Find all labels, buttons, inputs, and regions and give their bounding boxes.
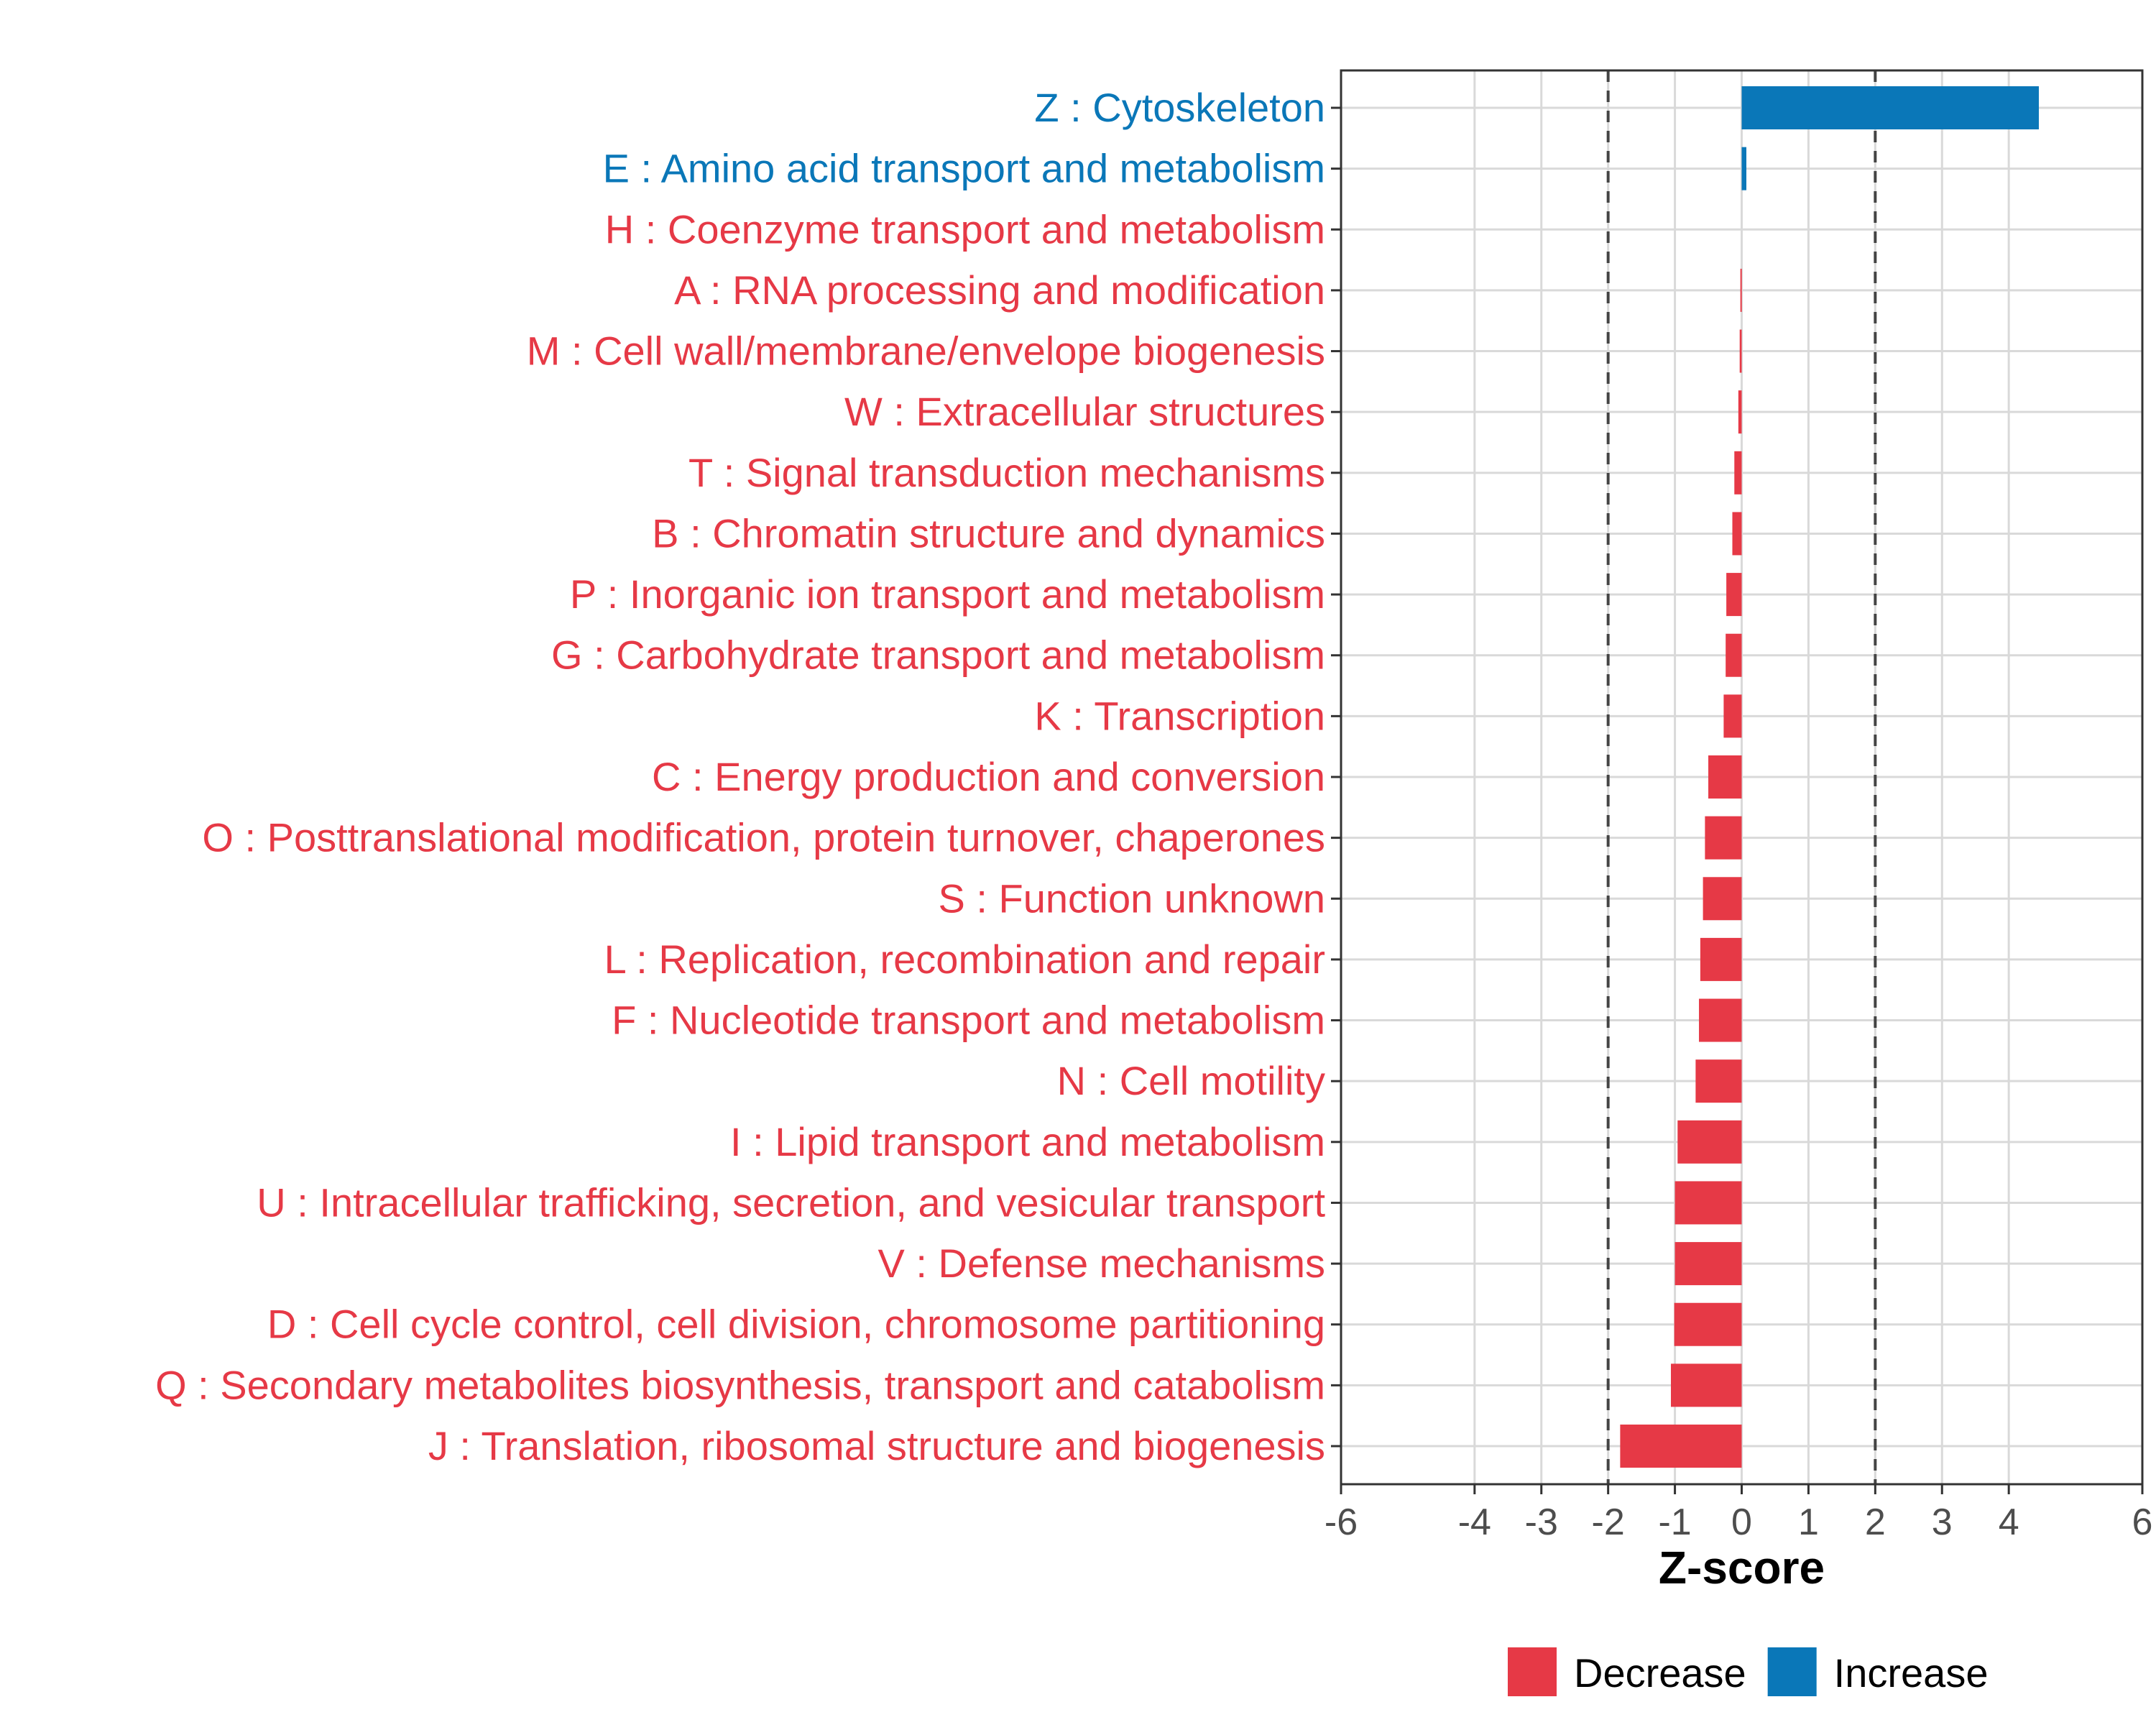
x-axis-title: Z-score	[1659, 1542, 1825, 1593]
x-tick-label: 3	[1932, 1501, 1953, 1543]
category-label: U : Intracellular trafficking, secretion…	[257, 1179, 1325, 1225]
bar	[1708, 755, 1742, 799]
legend-label: Increase	[1834, 1650, 1989, 1696]
category-label: F : Nucleotide transport and metabolism	[612, 998, 1325, 1043]
category-label: C : Energy production and conversion	[652, 754, 1325, 799]
category-label: I : Lipid transport and metabolism	[730, 1119, 1325, 1164]
category-label: A : RNA processing and modification	[674, 267, 1325, 313]
bar	[1739, 329, 1742, 373]
bar	[1723, 694, 1742, 738]
category-label: G : Carbohydrate transport and metabolis…	[551, 632, 1325, 678]
x-tick-label: -2	[1592, 1501, 1625, 1543]
category-label: S : Function unknown	[938, 875, 1325, 921]
x-tick-label: 6	[2132, 1501, 2153, 1543]
bar	[1695, 1059, 1742, 1103]
bar	[1726, 633, 1742, 677]
x-axis-ticks: -6 -4 -3 -2 -1 0 1 2 3 4 6	[1325, 1484, 2153, 1543]
category-label: L : Replication, recombination and repai…	[604, 937, 1325, 982]
category-label: J : Translation, ribosomal structure and…	[428, 1423, 1325, 1468]
x-tick-label: -4	[1458, 1501, 1491, 1543]
x-tick-label: 4	[1999, 1501, 2019, 1543]
category-label: Z : Cytoskeleton	[1034, 85, 1325, 130]
x-tick-label: 0	[1731, 1501, 1752, 1543]
bars	[1620, 86, 2039, 1468]
bar	[1738, 390, 1742, 434]
legend-label: Decrease	[1574, 1650, 1746, 1696]
x-tick-label: 1	[1798, 1501, 1819, 1543]
category-label: W : Extracellular structures	[844, 389, 1325, 434]
category-label: N : Cell motility	[1057, 1058, 1325, 1103]
bar	[1703, 877, 1742, 921]
legend-swatch	[1508, 1647, 1557, 1696]
category-label: B : Chromatin structure and dynamics	[652, 510, 1325, 556]
legend-swatch	[1767, 1647, 1817, 1696]
bar	[1741, 86, 2039, 129]
bar	[1700, 937, 1742, 981]
bar	[1677, 1120, 1742, 1164]
category-label: H : Coenzyme transport and metabolism	[605, 206, 1325, 252]
category-label: K : Transcription	[1034, 693, 1325, 738]
category-label: P : Inorganic ion transport and metaboli…	[570, 571, 1325, 617]
bar	[1671, 1363, 1742, 1407]
category-label: E : Amino acid transport and metabolism	[603, 146, 1325, 191]
bar	[1705, 816, 1742, 860]
y-axis-ticks	[1331, 106, 1341, 1448]
reference-lines	[1606, 70, 1877, 1484]
category-label: Q : Secondary metabolites biosynthesis, …	[155, 1362, 1325, 1407]
bar	[1699, 998, 1742, 1042]
x-tick-label: 2	[1865, 1501, 1886, 1543]
category-label: D : Cell cycle control, cell division, c…	[267, 1302, 1325, 1347]
legend: Decrease Increase	[1508, 1647, 1988, 1696]
category-label: T : Signal transduction mechanisms	[688, 450, 1325, 495]
bar	[1734, 451, 1742, 494]
category-label: O : Posttranslational modification, prot…	[202, 815, 1325, 860]
category-label: V : Defense mechanisms	[878, 1241, 1325, 1286]
x-tick-label: -3	[1525, 1501, 1558, 1543]
category-labels: Z : Cytoskeleton E : Amino acid transport…	[155, 85, 1325, 1468]
bar	[1674, 1181, 1742, 1225]
bar	[1674, 1302, 1742, 1346]
bar	[1726, 573, 1742, 617]
bar	[1620, 1425, 1742, 1468]
bar	[1741, 147, 1747, 190]
category-label: M : Cell wall/membrane/envelope biogenes…	[527, 328, 1325, 374]
x-tick-label: -6	[1325, 1501, 1358, 1543]
bar	[1732, 512, 1742, 556]
bar	[1740, 268, 1742, 312]
x-tick-label: -1	[1658, 1501, 1691, 1543]
bar	[1674, 1242, 1742, 1286]
